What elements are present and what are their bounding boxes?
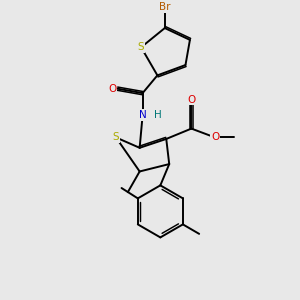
Text: N: N: [139, 110, 146, 120]
Text: S: S: [138, 42, 144, 52]
Text: S: S: [113, 133, 119, 142]
Text: H: H: [154, 110, 161, 120]
Text: O: O: [211, 133, 219, 142]
Text: O: O: [187, 94, 196, 105]
Text: O: O: [108, 84, 116, 94]
Text: Br: Br: [159, 2, 170, 12]
